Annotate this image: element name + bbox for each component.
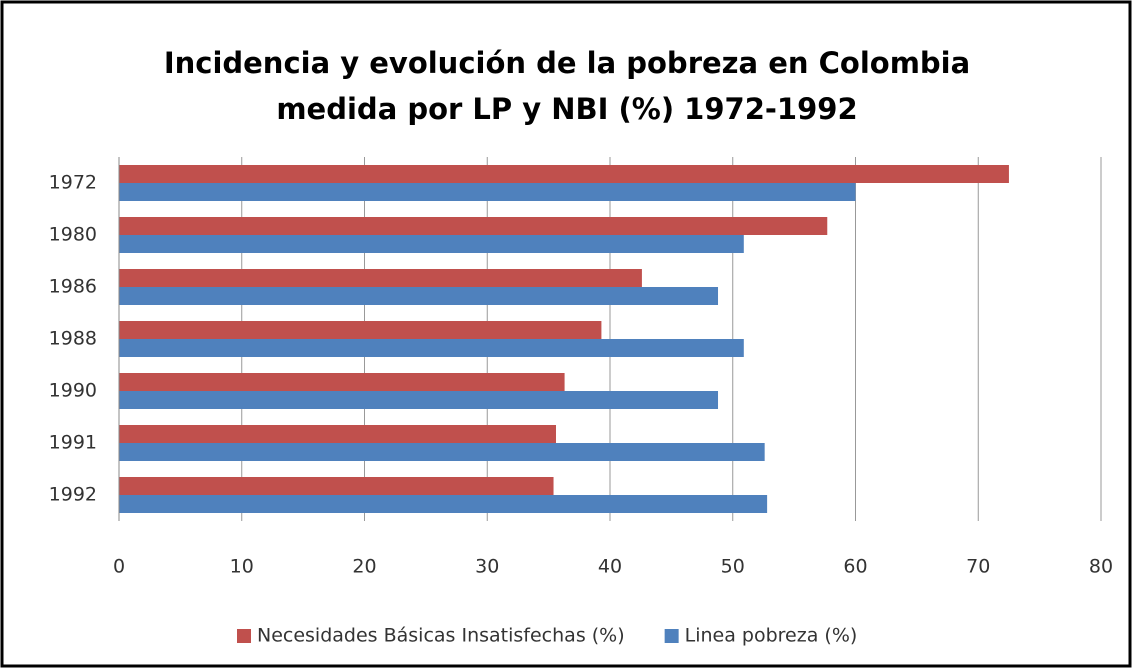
y-tick-label: 1992 — [49, 484, 97, 506]
bar — [119, 443, 765, 461]
legend-label: Linea pobreza (%) — [685, 625, 858, 647]
bar — [119, 287, 719, 305]
y-tick-label: 1986 — [49, 276, 97, 298]
x-tick-label: 20 — [352, 556, 376, 578]
x-tick-label: 30 — [475, 556, 499, 578]
y-tick-label: 1991 — [49, 432, 97, 454]
x-tick-label: 70 — [966, 556, 990, 578]
bar — [119, 321, 602, 339]
y-tick-label: 1980 — [49, 224, 97, 246]
bar — [119, 269, 642, 287]
y-tick-label: 1990 — [49, 380, 97, 402]
bar — [119, 425, 556, 443]
bar — [119, 373, 565, 391]
x-tick-label: 10 — [230, 556, 254, 578]
legend-swatch — [664, 629, 679, 643]
x-tick-label: 80 — [1089, 556, 1113, 578]
bar — [119, 183, 856, 201]
x-tick-label: 0 — [113, 556, 125, 578]
bar — [119, 477, 554, 495]
bar — [119, 165, 1009, 183]
bar — [119, 495, 768, 513]
legend-swatch — [237, 629, 251, 643]
bar — [119, 217, 828, 235]
bar — [119, 235, 744, 253]
bar — [119, 391, 719, 409]
x-tick-label: 40 — [598, 556, 622, 578]
x-tick-label: 50 — [721, 556, 745, 578]
bar — [119, 339, 744, 357]
legend-label: Necesidades Básicas Insatisfechas (%) — [257, 625, 625, 647]
y-tick-label: 1988 — [49, 328, 97, 350]
y-tick-label: 1972 — [49, 172, 97, 194]
x-tick-label: 60 — [843, 556, 867, 578]
chart-title: Incidencia y evolución de la pobreza en … — [163, 46, 971, 126]
